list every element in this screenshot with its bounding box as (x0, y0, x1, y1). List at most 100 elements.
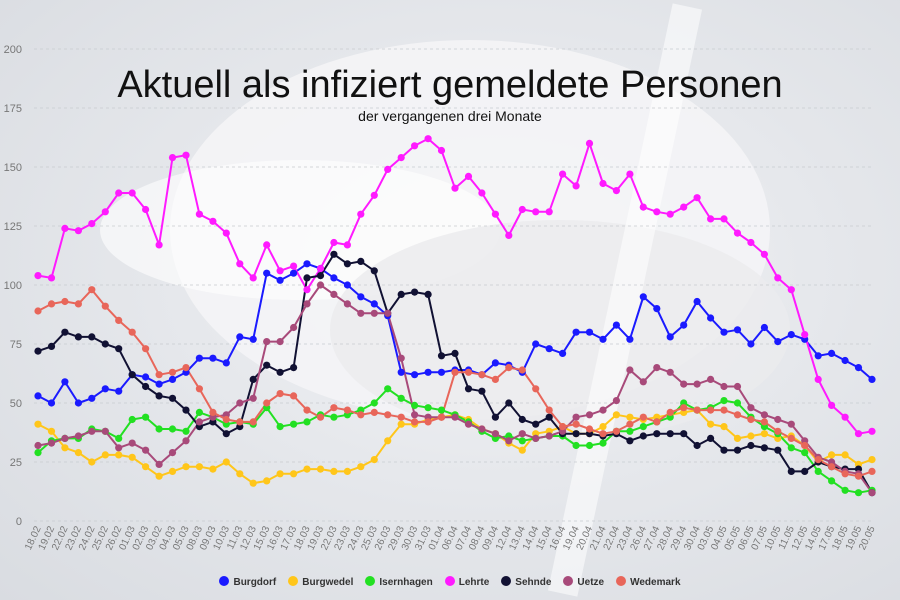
data-point-lehrte[interactable] (720, 215, 728, 223)
legend-item-burgwedel[interactable]: Burgwedel (288, 576, 353, 588)
data-point-burgdorf[interactable] (330, 274, 338, 282)
legend-item-uetze[interactable]: Uetze (563, 576, 604, 588)
data-point-isernhagen[interactable] (572, 441, 580, 450)
data-point-lehrte[interactable] (491, 210, 499, 218)
data-point-burgwedel[interactable] (747, 432, 755, 440)
data-point-uetze[interactable] (787, 420, 795, 428)
data-point-burgwedel[interactable] (518, 446, 526, 454)
data-point-uetze[interactable] (478, 425, 486, 433)
data-point-sehnde[interactable] (115, 345, 123, 353)
data-point-wedemark[interactable] (559, 423, 567, 431)
data-point-lehrte[interactable] (801, 331, 809, 339)
data-point-burgdorf[interactable] (263, 269, 271, 277)
data-point-uetze[interactable] (774, 415, 782, 424)
data-point-sehnde[interactable] (249, 375, 257, 383)
data-point-wedemark[interactable] (276, 390, 284, 398)
data-point-wedemark[interactable] (491, 375, 499, 383)
data-point-burgwedel[interactable] (222, 458, 230, 466)
data-point-uetze[interactable] (639, 378, 647, 386)
data-point-burgwedel[interactable] (330, 467, 338, 475)
data-point-lehrte[interactable] (747, 238, 755, 247)
data-point-burgwedel[interactable] (720, 423, 728, 431)
data-point-isernhagen[interactable] (182, 427, 190, 435)
data-point-isernhagen[interactable] (437, 406, 446, 414)
data-point-uetze[interactable] (451, 413, 459, 421)
data-point-sehnde[interactable] (801, 467, 809, 475)
data-point-sehnde[interactable] (666, 430, 674, 438)
data-point-burgdorf[interactable] (290, 269, 298, 277)
data-point-isernhagen[interactable] (303, 418, 311, 426)
data-point-uetze[interactable] (532, 434, 540, 442)
data-point-burgdorf[interactable] (437, 368, 446, 376)
data-point-uetze[interactable] (343, 300, 351, 308)
data-point-burgdorf[interactable] (343, 281, 351, 289)
data-point-wedemark[interactable] (47, 300, 56, 308)
data-point-sehnde[interactable] (182, 406, 190, 414)
data-point-wedemark[interactable] (680, 404, 688, 412)
data-point-wedemark[interactable] (101, 302, 109, 310)
legend-item-isernhagen[interactable]: Isernhagen (365, 576, 433, 588)
data-point-uetze[interactable] (720, 382, 728, 391)
data-point-wedemark[interactable] (464, 368, 473, 376)
data-point-wedemark[interactable] (182, 364, 190, 372)
data-point-lehrte[interactable] (249, 274, 257, 282)
data-point-wedemark[interactable] (195, 385, 203, 393)
data-point-lehrte[interactable] (639, 203, 647, 211)
data-point-burgwedel[interactable] (626, 413, 634, 421)
data-point-wedemark[interactable] (733, 411, 742, 419)
data-point-burgwedel[interactable] (101, 451, 109, 459)
data-point-uetze[interactable] (303, 300, 311, 308)
data-point-burgdorf[interactable] (828, 349, 836, 357)
data-point-isernhagen[interactable] (330, 413, 338, 421)
data-point-wedemark[interactable] (397, 413, 405, 421)
data-point-wedemark[interactable] (437, 413, 446, 421)
data-point-wedemark[interactable] (290, 392, 298, 400)
data-point-lehrte[interactable] (733, 229, 742, 237)
legend-item-sehnde[interactable]: Sehnde (501, 576, 551, 588)
data-point-lehrte[interactable] (88, 220, 96, 228)
data-point-burgdorf[interactable] (760, 323, 769, 332)
data-point-wedemark[interactable] (545, 406, 553, 414)
data-point-sehnde[interactable] (693, 441, 701, 450)
data-point-isernhagen[interactable] (787, 444, 795, 452)
data-point-burgdorf[interactable] (639, 293, 647, 301)
data-point-lehrte[interactable] (34, 272, 42, 280)
data-point-wedemark[interactable] (451, 368, 459, 376)
data-point-burgwedel[interactable] (599, 423, 607, 431)
data-point-lehrte[interactable] (854, 430, 863, 438)
data-point-sehnde[interactable] (101, 340, 109, 348)
data-point-sehnde[interactable] (88, 333, 96, 341)
data-point-lehrte[interactable] (222, 229, 230, 237)
data-point-burgwedel[interactable] (370, 456, 378, 464)
data-point-lehrte[interactable] (276, 267, 284, 275)
data-point-wedemark[interactable] (599, 430, 607, 438)
data-point-sehnde[interactable] (451, 349, 459, 357)
data-point-burgdorf[interactable] (74, 399, 82, 407)
data-point-burgdorf[interactable] (532, 340, 540, 348)
data-point-wedemark[interactable] (330, 404, 338, 412)
data-point-lehrte[interactable] (370, 191, 378, 199)
data-point-burgwedel[interactable] (343, 467, 351, 475)
data-point-lehrte[interactable] (680, 203, 688, 211)
data-point-wedemark[interactable] (828, 463, 836, 471)
data-point-sehnde[interactable] (639, 432, 647, 440)
data-point-isernhagen[interactable] (155, 425, 163, 433)
data-point-sehnde[interactable] (74, 333, 82, 341)
data-point-wedemark[interactable] (585, 425, 594, 433)
data-point-lehrte[interactable] (599, 179, 607, 188)
data-point-burgdorf[interactable] (747, 340, 755, 348)
data-point-burgdorf[interactable] (276, 276, 284, 284)
data-point-wedemark[interactable] (693, 406, 701, 414)
data-point-isernhagen[interactable] (814, 467, 822, 475)
data-point-uetze[interactable] (612, 397, 621, 405)
data-point-lehrte[interactable] (47, 274, 56, 282)
data-point-uetze[interactable] (505, 437, 513, 445)
data-point-wedemark[interactable] (115, 316, 123, 324)
data-point-lehrte[interactable] (787, 286, 795, 294)
data-point-wedemark[interactable] (707, 406, 715, 414)
data-point-burgwedel[interactable] (115, 451, 123, 459)
data-point-lehrte[interactable] (290, 262, 298, 270)
data-point-burgdorf[interactable] (545, 345, 553, 353)
data-point-lehrte[interactable] (316, 264, 325, 273)
data-point-lehrte[interactable] (451, 184, 459, 192)
